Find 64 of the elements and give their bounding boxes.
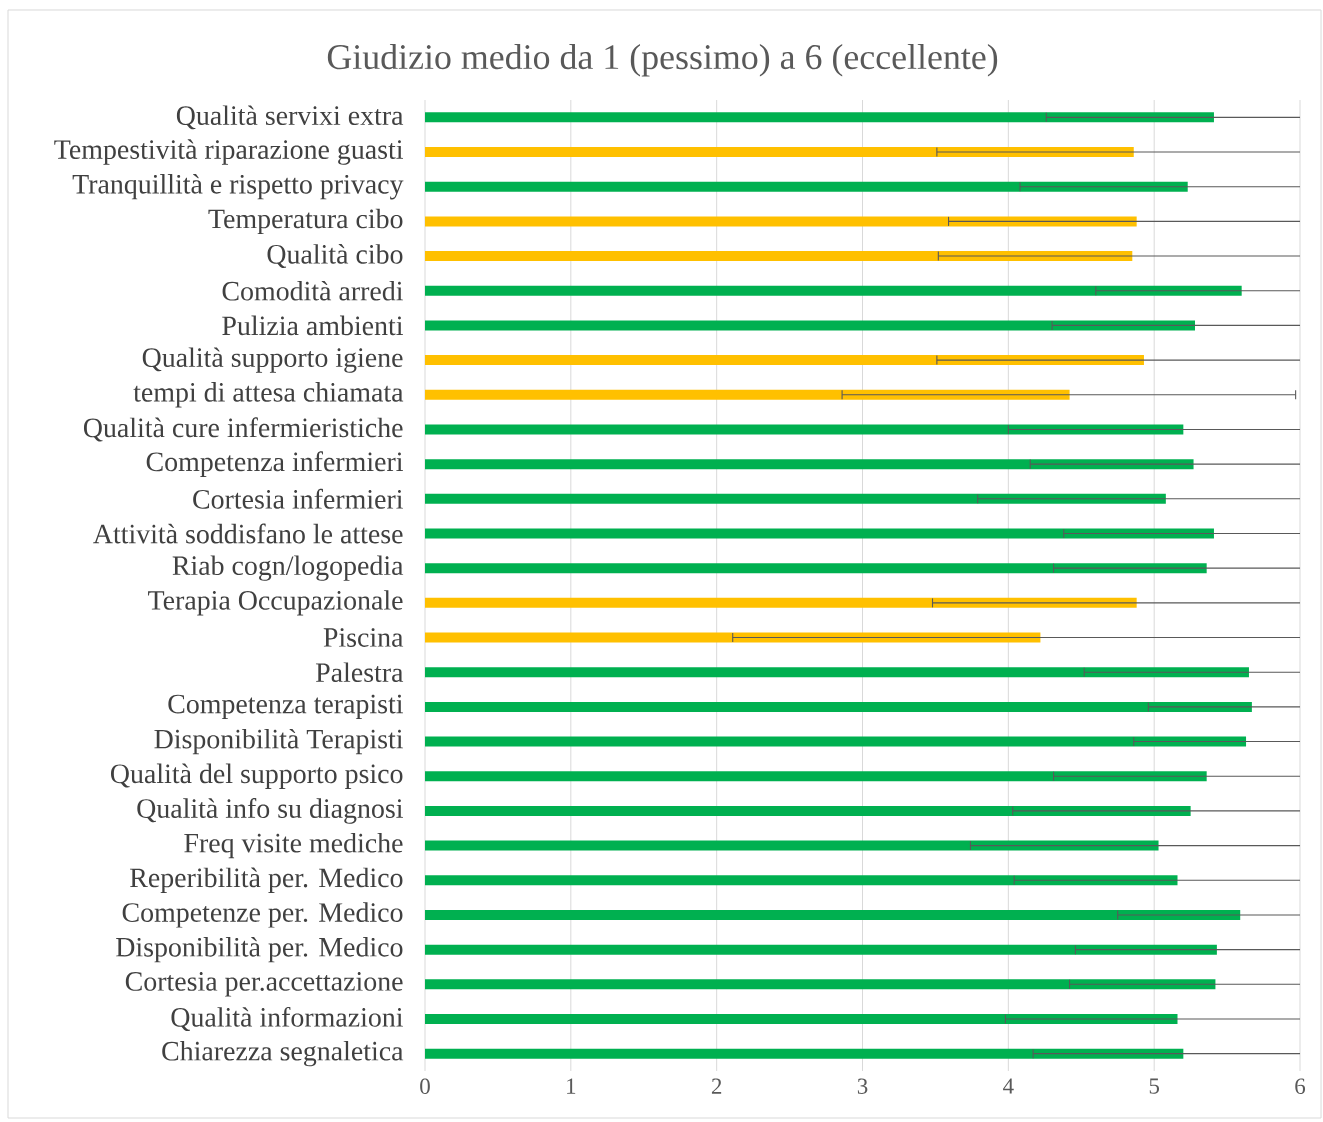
x-tick-label: 4	[1003, 1078, 1014, 1094]
bar	[425, 251, 1133, 262]
bar	[425, 424, 1184, 435]
y-tick-label: Chiarezza segnaletica	[162, 1040, 404, 1067]
x-tick-label: 3	[857, 1078, 868, 1094]
bar	[425, 840, 1159, 851]
x-tick-label: 1	[567, 1078, 576, 1094]
y-tick-label: Comodità arredi	[222, 280, 403, 301]
y-tick-label: Palestra	[315, 662, 404, 683]
y-tick-label: Competenza infermieri	[146, 451, 403, 477]
y-tick-label: Disponibilità Terapisti	[154, 728, 404, 755]
bar	[425, 528, 1214, 539]
bar	[425, 944, 1217, 955]
bar	[425, 1013, 1178, 1024]
y-tick-label: Competenze per. Medico	[122, 902, 403, 928]
bar	[425, 459, 1194, 470]
bar	[425, 771, 1207, 782]
y-tick-label: Tempestività riparazione guasti	[54, 139, 404, 165]
y-tick-label: Competenza terapisti	[168, 694, 403, 720]
y-tick-label: Qualità servixi extra	[176, 105, 404, 130]
bar	[425, 701, 1252, 712]
y-tick-label: Freq visite mediche	[184, 832, 403, 859]
y-tick-label: Piscina	[323, 628, 404, 647]
y-tick-label: tempi di attesa chiamata	[133, 382, 404, 408]
y-tick-label: Qualità informazioni	[171, 1006, 403, 1032]
y-tick-label: Terapia Occupazionale	[148, 590, 403, 616]
y-tick-label: Cortesia per.accettazione	[125, 972, 403, 997]
bar	[425, 355, 1144, 366]
bar	[425, 979, 1216, 990]
y-tick-label: Attività soddisfano le attese	[93, 523, 403, 544]
bar	[425, 875, 1178, 886]
y-tick-label: Pulizia ambienti	[222, 315, 403, 336]
bar	[425, 493, 1166, 504]
y-tick-label: Cortesia infermieri	[193, 488, 403, 509]
y-tick-label: Qualità info su diagnosi	[137, 798, 403, 824]
y-tick-label: Qualità del supporto psico	[110, 763, 403, 789]
bar	[425, 320, 1195, 331]
bar	[425, 736, 1247, 747]
y-tick-label: Reperibilità per. Medico	[130, 867, 403, 893]
y-tick-label: Riab cogn/logopedia	[172, 555, 404, 581]
y-tick-label: Temperatura cibo	[208, 208, 403, 235]
y-tick-label: Qualità supporto igiene	[142, 347, 403, 373]
bar	[425, 285, 1242, 296]
x-tick-label: 0	[420, 1078, 430, 1094]
bar	[425, 667, 1249, 678]
bar	[425, 389, 1070, 400]
y-tick-label: Disponibilità per. Medico	[116, 936, 403, 963]
x-tick-label: 5	[1149, 1078, 1159, 1094]
bar	[425, 181, 1188, 192]
y-tick-label: Qualità cibo	[267, 244, 403, 269]
bar	[425, 597, 1137, 608]
x-tick-label: 6	[1295, 1078, 1306, 1094]
bar	[425, 216, 1137, 227]
bar	[425, 147, 1134, 158]
bar	[425, 909, 1241, 920]
chart-title: Giudizio medio da 1 (pessimo) a 6 (eccellente)	[327, 43, 998, 77]
y-tick-label: Qualità cure infermieristiche	[83, 417, 403, 442]
bar	[425, 112, 1214, 123]
bar	[425, 632, 1041, 643]
bar	[425, 1048, 1184, 1059]
y-tick-label: Tranquillità e rispetto privacy	[72, 174, 404, 200]
bar	[425, 563, 1207, 574]
bar	[425, 805, 1191, 816]
x-tick-label: 2	[711, 1078, 722, 1094]
